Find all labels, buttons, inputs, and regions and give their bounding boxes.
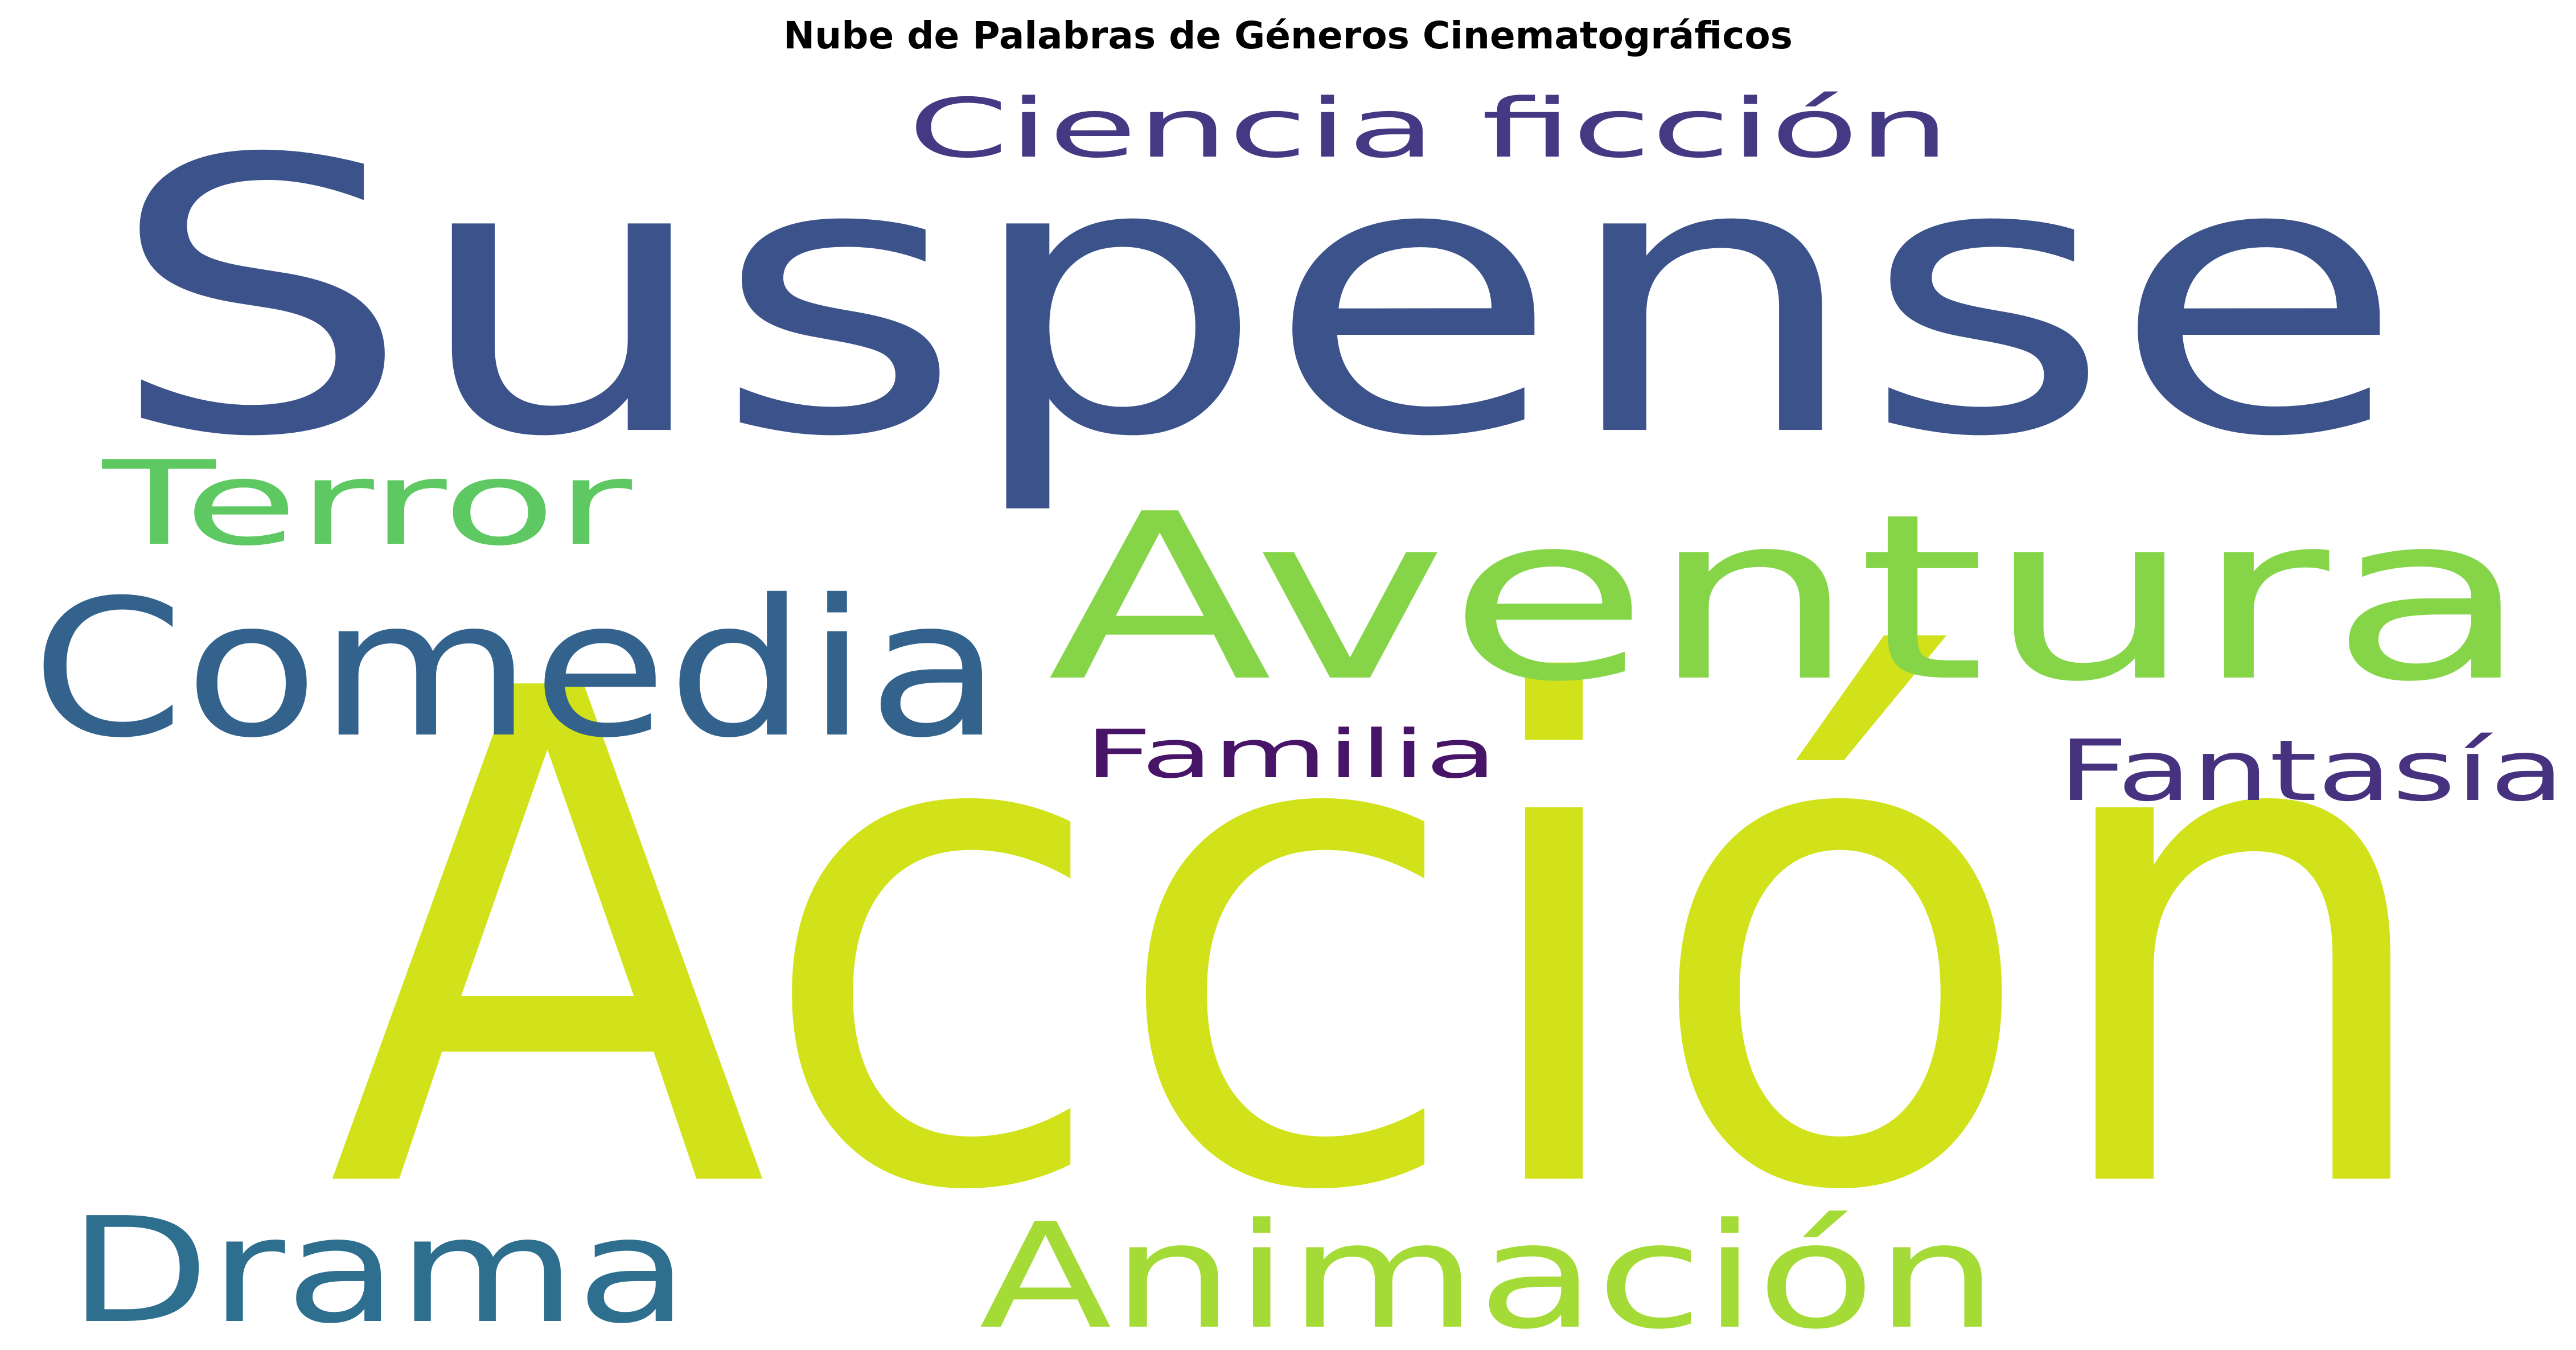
word-familia: Familia	[1084, 715, 1497, 793]
word-suspense: Suspense	[108, 80, 2405, 519]
chart-title: Nube de Palabras de Géneros Cinematográf…	[783, 14, 1793, 58]
word-aventura: Aventura	[1047, 465, 2530, 732]
word-ciencia-ficción: Ciencia ficción	[908, 81, 1950, 176]
word-drama: Drama	[68, 1187, 689, 1350]
word-terror: Terror	[101, 437, 632, 572]
word-comedia: Comedia	[31, 560, 1002, 779]
word-fantasía: Fantasía	[2058, 722, 2565, 820]
word-acción: Acción	[327, 549, 2445, 1339]
word-animación: Animación	[979, 1192, 1998, 1350]
